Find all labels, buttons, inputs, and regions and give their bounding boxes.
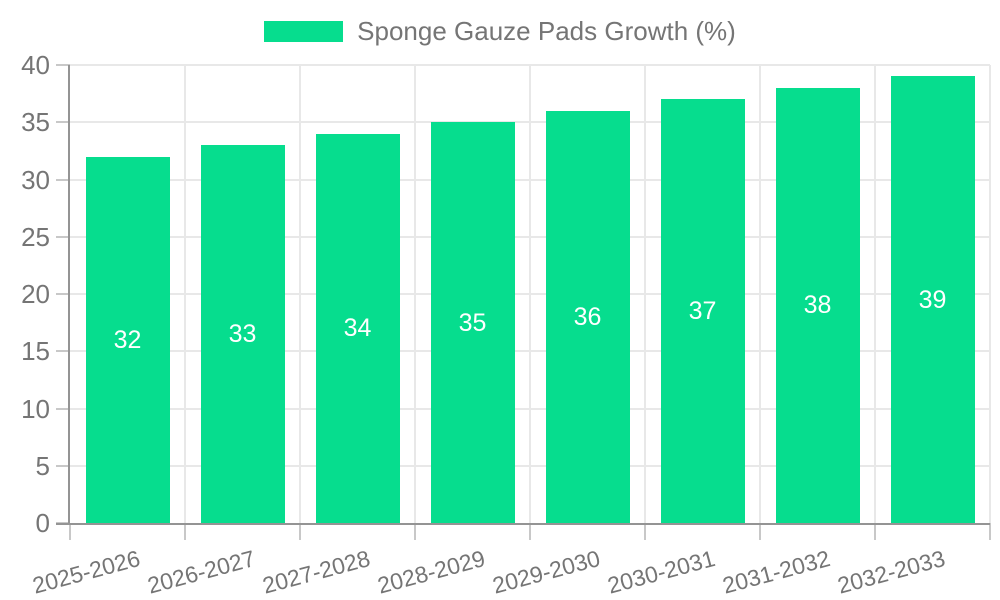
x-tick	[759, 523, 761, 540]
x-tick	[989, 523, 991, 540]
x-category-label: 2027-2028	[259, 545, 373, 599]
x-gridline	[644, 65, 646, 523]
x-tick	[644, 523, 646, 540]
bar[interactable]	[85, 156, 170, 523]
y-tick-label: 20	[21, 279, 50, 309]
legend-item[interactable]: Sponge Gauze Pads Growth (%)	[0, 14, 1000, 48]
legend-label: Sponge Gauze Pads Growth (%)	[357, 15, 736, 46]
bar-value-label: 38	[803, 291, 832, 320]
bar-value-label: 39	[918, 285, 947, 314]
bar-value-label: 32	[113, 325, 142, 354]
x-gridline	[989, 65, 991, 523]
y-tick-label: 25	[21, 221, 50, 252]
y-tick	[56, 293, 70, 295]
bar[interactable]	[430, 122, 515, 523]
x-category-label: 2031-2032	[719, 545, 833, 599]
x-tick	[184, 523, 186, 540]
x-gridline	[299, 65, 301, 523]
x-gridline	[874, 65, 876, 523]
x-tick	[299, 523, 301, 540]
bar-value-label: 33	[228, 320, 257, 349]
x-tick	[414, 523, 416, 540]
x-category-label: 2025-2026	[29, 545, 143, 599]
x-tick	[874, 523, 876, 540]
y-tick	[56, 64, 70, 66]
y-tick-label: 10	[21, 393, 50, 424]
y-tick	[56, 178, 70, 181]
x-category-label: 2029-2030	[489, 545, 603, 599]
y-tick	[56, 464, 70, 467]
y-tick-label: 15	[21, 336, 50, 367]
x-axis-line	[56, 523, 990, 525]
bar-value-label: 37	[688, 297, 717, 326]
x-tick	[69, 523, 71, 540]
legend-swatch	[264, 20, 344, 42]
bar[interactable]	[660, 99, 745, 523]
x-category-label: 2032-2033	[834, 545, 948, 599]
y-axis-line	[68, 65, 70, 525]
x-tick	[529, 523, 531, 540]
bar-value-label: 36	[573, 302, 602, 331]
y-tick	[56, 121, 70, 124]
bar[interactable]	[200, 145, 285, 523]
bar[interactable]	[545, 110, 630, 523]
y-tick	[56, 235, 70, 238]
bar[interactable]	[775, 87, 860, 523]
x-gridline	[414, 65, 416, 523]
y-tick	[56, 350, 70, 353]
x-category-label: 2030-2031	[604, 545, 718, 599]
x-gridline	[184, 65, 186, 523]
y-tick-label: 5	[35, 450, 50, 481]
y-tick-label: 35	[21, 107, 50, 138]
x-gridline	[759, 65, 761, 523]
x-category-label: 2026-2027	[144, 545, 258, 599]
y-tick	[56, 407, 70, 410]
x-gridline	[529, 65, 531, 523]
y-tick-label: 30	[21, 164, 50, 195]
x-category-label: 2028-2029	[374, 545, 488, 599]
y-tick-label: 40	[21, 50, 50, 80]
y-tick-label: 0	[35, 508, 50, 538]
bar-value-label: 35	[458, 308, 487, 337]
bar[interactable]	[315, 133, 400, 523]
bar[interactable]	[890, 76, 975, 523]
bar-value-label: 34	[343, 314, 372, 343]
